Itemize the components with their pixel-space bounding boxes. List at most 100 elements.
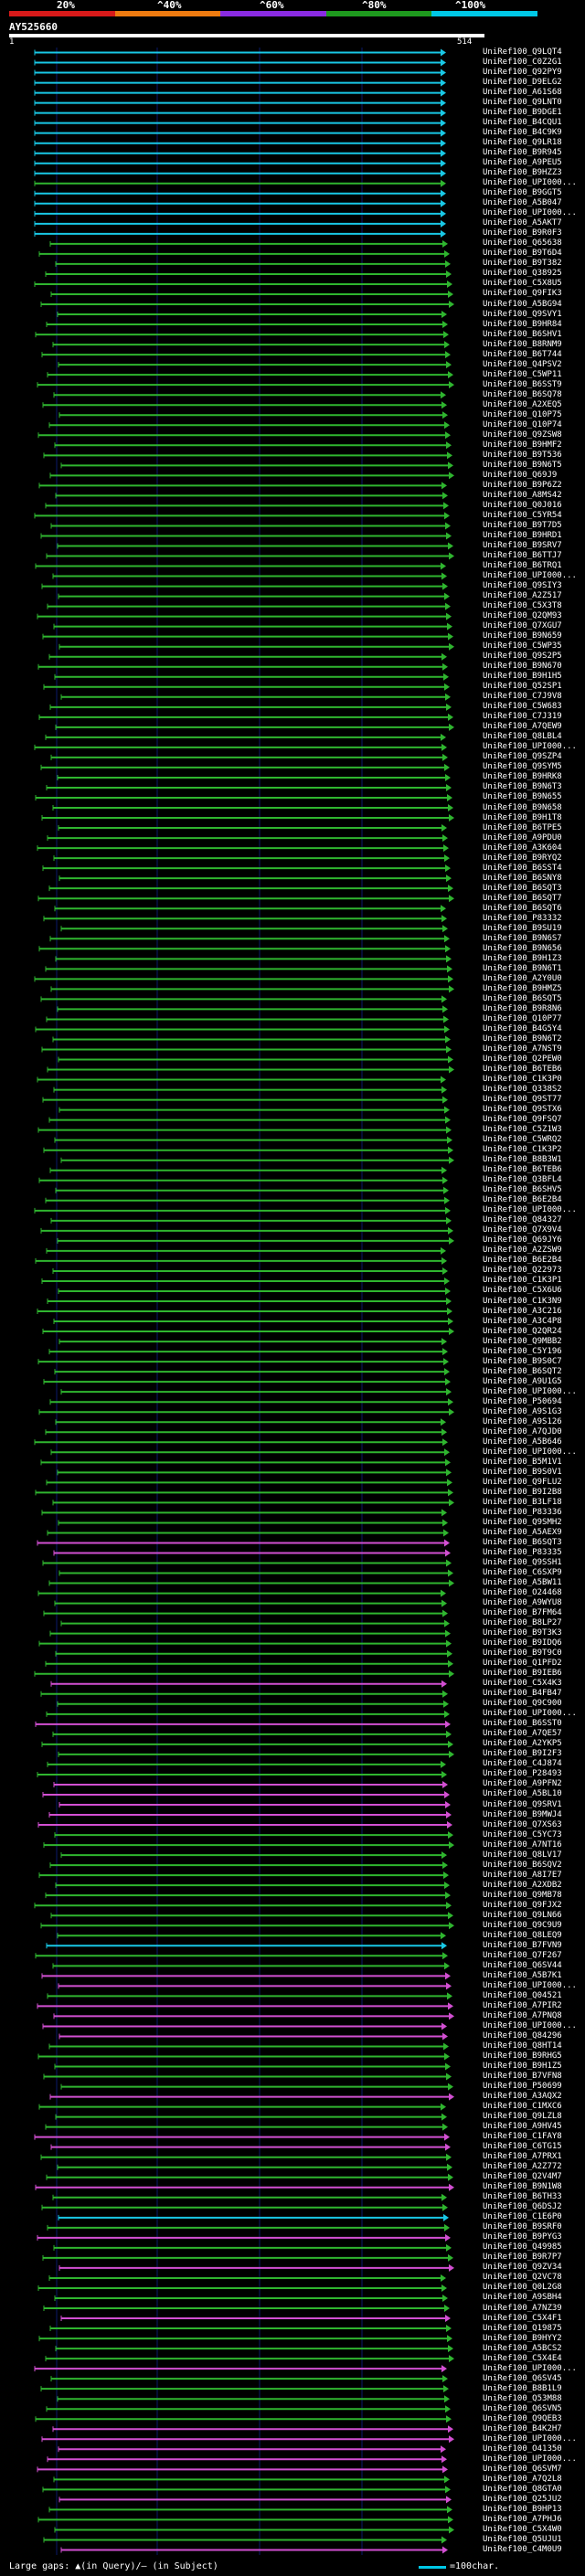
hit-name[interactable]: UniRef100_B8B3W1 [483, 1155, 562, 1165]
hit-name[interactable]: UniRef100_Q69J9 [483, 470, 558, 480]
hit-name[interactable]: UniRef100_Q8LV17 [483, 1850, 562, 1860]
hit-name[interactable]: UniRef100_B9T9C0 [483, 1648, 562, 1659]
hit-name[interactable]: UniRef100_B6T744 [483, 349, 562, 359]
hit-name[interactable]: UniRef100_C5X6U6 [483, 1286, 562, 1296]
hit-name[interactable]: UniRef100_Q69JY6 [483, 1235, 562, 1246]
hit-name[interactable]: UniRef100_Q2QM93 [483, 611, 562, 621]
hit-name[interactable]: UniRef100_A3C4P8 [483, 1316, 562, 1326]
hit-name[interactable]: UniRef100_B9HYY2 [483, 2333, 562, 2343]
hit-name[interactable]: UniRef100_C5Y196 [483, 1346, 562, 1356]
hit-name[interactable]: UniRef100_Q9FJX2 [483, 1900, 562, 1910]
hit-name[interactable]: UniRef100_B4G5Y4 [483, 1023, 562, 1034]
hit-name[interactable]: UniRef100_Q9LR18 [483, 138, 562, 148]
hit-name[interactable]: UniRef100_B7VFN8 [483, 2072, 562, 2082]
hit-name[interactable]: UniRef100_C5X3T8 [483, 601, 562, 611]
hit-name[interactable]: UniRef100_Q9MBB2 [483, 1336, 562, 1346]
hit-name[interactable]: UniRef100_C1MXC6 [483, 2102, 562, 2112]
hit-name[interactable]: UniRef100_Q9LNT0 [483, 98, 562, 108]
hit-name[interactable]: UniRef100_B5M1V1 [483, 1457, 562, 1467]
hit-name[interactable]: UniRef100_A5BL10 [483, 1789, 562, 1799]
hit-name[interactable]: UniRef100_B6TTJ7 [483, 551, 562, 560]
hit-name[interactable]: UniRef100_UPI000... [483, 2433, 577, 2443]
hit-name[interactable]: UniRef100_Q19875 [483, 2323, 562, 2333]
hit-name[interactable]: UniRef100_UPI000... [483, 208, 577, 218]
hit-name[interactable]: UniRef100_B9HMF2 [483, 440, 562, 450]
hit-name[interactable]: UniRef100_Q10P77 [483, 1013, 562, 1023]
hit-name[interactable]: UniRef100_B6SQT7 [483, 893, 562, 903]
hit-name[interactable]: UniRef100_C1K3P0 [483, 1075, 562, 1085]
hit-name[interactable]: UniRef100_Q04521 [483, 1990, 562, 2000]
hit-name[interactable]: UniRef100_A5BW11 [483, 1578, 562, 1588]
hit-name[interactable]: UniRef100_C5WRQ2 [483, 1135, 562, 1145]
hit-name[interactable]: UniRef100_B9H1Z3 [483, 953, 562, 963]
hit-name[interactable]: UniRef100_B9HRD1 [483, 530, 562, 540]
hit-name[interactable]: UniRef100_B9N6S7 [483, 933, 562, 943]
hit-name[interactable]: UniRef100_Q49985 [483, 2242, 562, 2253]
hit-name[interactable]: UniRef100_P83336 [483, 1507, 562, 1517]
hit-name[interactable]: UniRef100_A2Z517 [483, 591, 562, 601]
hit-name[interactable]: UniRef100_B9N6T1 [483, 963, 562, 973]
hit-name[interactable]: UniRef100_Q9SSH1 [483, 1558, 562, 1568]
hit-name[interactable]: UniRef100_A9PDU0 [483, 832, 562, 843]
hit-name[interactable]: UniRef100_Q0J016 [483, 500, 562, 510]
hit-name[interactable]: UniRef100_Q9MB78 [483, 1890, 562, 1900]
hit-name[interactable]: UniRef100_B6SST0 [483, 1719, 562, 1729]
hit-name[interactable]: UniRef100_B9I2B8 [483, 1487, 562, 1497]
hit-name[interactable]: UniRef100_A2ZSW9 [483, 1246, 562, 1256]
hit-name[interactable]: UniRef100_B6SQV2 [483, 1860, 562, 1870]
hit-name[interactable]: UniRef100_A9U1G5 [483, 1376, 562, 1386]
hit-name[interactable]: UniRef100_Q22973 [483, 1266, 562, 1276]
hit-name[interactable]: UniRef100_A8MS42 [483, 490, 562, 500]
hit-name[interactable]: UniRef100_C5WP35 [483, 641, 562, 652]
hit-name[interactable]: UniRef100_Q9LN66 [483, 1910, 562, 1920]
hit-name[interactable]: UniRef100_Q9LZL8 [483, 2112, 562, 2122]
hit-name[interactable]: UniRef100_Q9QEB3 [483, 2413, 562, 2423]
hit-name[interactable]: UniRef100_Q9ZV34 [483, 2263, 562, 2273]
hit-name[interactable]: UniRef100_B9N670 [483, 662, 562, 672]
hit-name[interactable]: UniRef100_A5BCS2 [483, 2343, 562, 2353]
hit-name[interactable]: UniRef100_B9R7P7 [483, 2253, 562, 2263]
hit-name[interactable]: UniRef100_Q7XS63 [483, 1819, 562, 1829]
hit-name[interactable]: UniRef100_C1FAY8 [483, 2132, 562, 2142]
hit-name[interactable]: UniRef100_B4CQU1 [483, 118, 562, 128]
hit-name[interactable]: UniRef100_Q9FSQ7 [483, 1115, 562, 1125]
hit-name[interactable]: UniRef100_Q9SYM5 [483, 762, 562, 772]
hit-name[interactable]: UniRef100_Q6SV45 [483, 2373, 562, 2383]
hit-name[interactable]: UniRef100_D9ELG2 [483, 78, 562, 88]
hit-name[interactable]: UniRef100_B9HZZ3 [483, 168, 562, 178]
hit-name[interactable]: UniRef100_UPI000... [483, 1386, 577, 1396]
hit-name[interactable]: UniRef100_Q9SVY1 [483, 309, 562, 319]
hit-name[interactable]: UniRef100_B9N6T3 [483, 782, 562, 792]
hit-name[interactable]: UniRef100_C5X4W0 [483, 2524, 562, 2534]
hit-name[interactable]: UniRef100_B3LF18 [483, 1497, 562, 1507]
hit-name[interactable]: UniRef100_C5X4F1 [483, 2313, 562, 2323]
hit-name[interactable]: UniRef100_C5YC73 [483, 1829, 562, 1839]
hit-name[interactable]: UniRef100_C1K3N9 [483, 1296, 562, 1306]
hit-name[interactable]: UniRef100_B9R8N6 [483, 1003, 562, 1013]
hit-name[interactable]: UniRef100_C5YR54 [483, 510, 562, 520]
hit-name[interactable]: UniRef100_Q2PEW0 [483, 1055, 562, 1065]
hit-name[interactable]: UniRef100_B9RHG5 [483, 2051, 562, 2061]
hit-name[interactable]: UniRef100_A7Q2L8 [483, 2474, 562, 2484]
hit-name[interactable]: UniRef100_B9R945 [483, 148, 562, 158]
hit-name[interactable]: UniRef100_B9MWJ4 [483, 1809, 562, 1819]
hit-name[interactable]: UniRef100_Q9SRV1 [483, 1799, 562, 1809]
hit-name[interactable]: UniRef100_Q9STX6 [483, 1105, 562, 1115]
hit-name[interactable]: UniRef100_UPI000... [483, 1447, 577, 1457]
hit-name[interactable]: UniRef100_Q52SP1 [483, 682, 562, 692]
hit-name[interactable]: UniRef100_P50699 [483, 2082, 562, 2092]
hit-name[interactable]: UniRef100_B9H1Z5 [483, 2062, 562, 2072]
hit-name[interactable]: UniRef100_O24468 [483, 1588, 562, 1598]
hit-name[interactable]: UniRef100_Q9FIK3 [483, 289, 562, 299]
hit-name[interactable]: UniRef100_A2Y0U0 [483, 973, 562, 983]
hit-name[interactable]: UniRef100_UPI000... [483, 571, 577, 581]
hit-name[interactable]: UniRef100_B9I2F3 [483, 1749, 562, 1759]
hit-name[interactable]: UniRef100_B8RNM9 [483, 339, 562, 349]
hit-name[interactable]: UniRef100_Q9C900 [483, 1699, 562, 1709]
hit-name[interactable]: UniRef100_A7PHJ6 [483, 2514, 562, 2524]
hit-name[interactable]: UniRef100_B9N6T2 [483, 1034, 562, 1044]
hit-name[interactable]: UniRef100_B9P6Z2 [483, 480, 562, 490]
hit-name[interactable]: UniRef100_B9N656 [483, 943, 562, 953]
hit-name[interactable]: UniRef100_B9H1T8 [483, 812, 562, 822]
hit-name[interactable]: UniRef100_B6SHV5 [483, 1185, 562, 1195]
